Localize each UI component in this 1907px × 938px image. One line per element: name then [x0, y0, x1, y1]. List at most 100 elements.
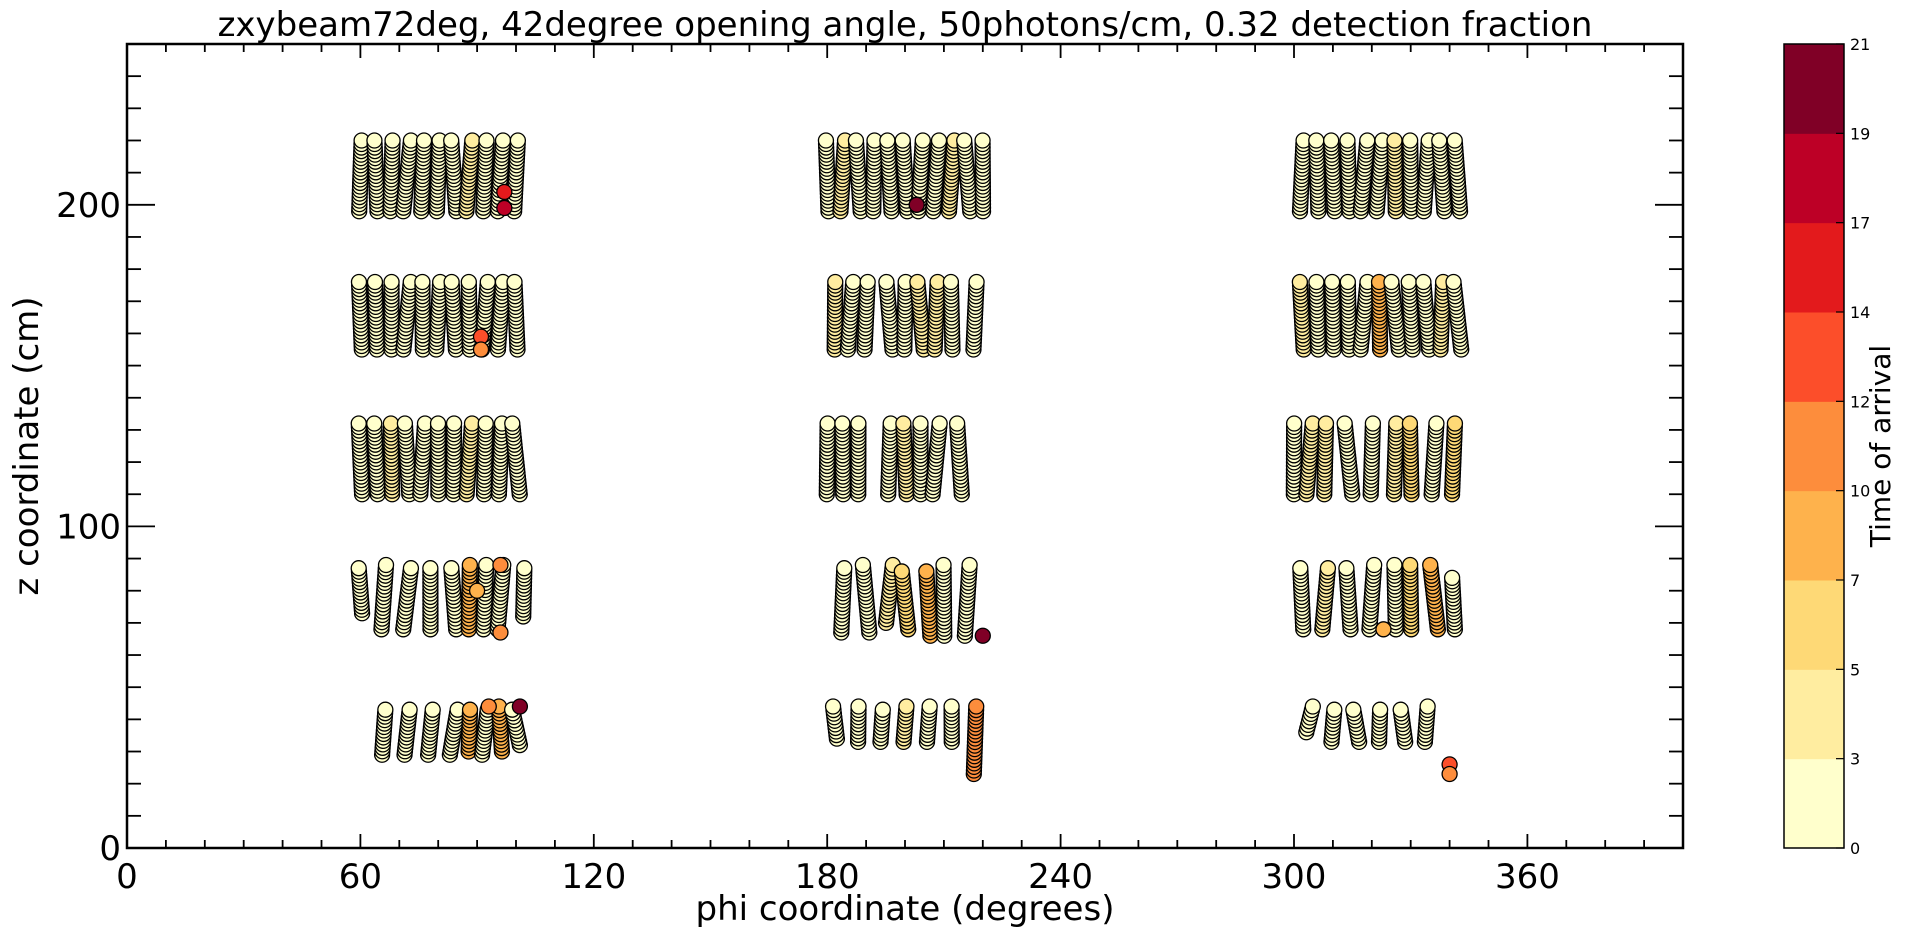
colorbar-segment [1784, 312, 1844, 402]
data-point [893, 563, 910, 580]
data-point [1323, 273, 1341, 291]
data-point [1308, 273, 1325, 291]
data-point [931, 415, 948, 432]
data-point-highlight [1375, 621, 1392, 638]
data-point [1402, 556, 1419, 574]
data-point [895, 415, 912, 432]
colorbar-tick-label: 19 [1850, 124, 1870, 143]
data-point [445, 415, 463, 432]
data-point [874, 701, 891, 718]
data-point [909, 273, 926, 291]
data-point [1359, 132, 1376, 149]
data-point [935, 556, 952, 574]
colorbar-segment [1784, 669, 1844, 760]
data-point [478, 132, 495, 149]
data-point-highlight [496, 183, 513, 201]
data-point [396, 415, 414, 432]
data-point [918, 563, 935, 580]
data-point [504, 415, 521, 432]
data-point-highlight [480, 698, 497, 715]
data-point [1323, 132, 1340, 149]
colorbar-tick-label: 10 [1850, 482, 1870, 501]
data-point-highlight [468, 582, 486, 599]
data-point [382, 415, 400, 432]
colorbar-frame [1783, 43, 1845, 849]
data-point [974, 132, 991, 149]
data-point [834, 415, 851, 432]
data-point [461, 556, 479, 574]
x-tick-label: 120 [561, 857, 626, 897]
data-point [859, 273, 876, 291]
data-point [1386, 132, 1403, 149]
data-point [817, 132, 835, 149]
data-point [1401, 415, 1419, 432]
data-point [1326, 701, 1343, 718]
colorbar-label: Time of arrival [1864, 345, 1897, 548]
data-point-highlight [496, 199, 513, 217]
colorbar-tick-label: 17 [1850, 214, 1870, 233]
data-point [1364, 415, 1382, 432]
data-point [850, 415, 867, 432]
data-point [1392, 701, 1409, 718]
data-point [1443, 569, 1461, 587]
colorbar-segment [1784, 44, 1844, 134]
y-tick-label: 100 [56, 507, 121, 547]
data-point [350, 560, 367, 577]
data-point [878, 273, 895, 291]
data-point [819, 415, 836, 432]
data-point [1419, 698, 1436, 715]
data-point [1366, 556, 1383, 574]
colorbar-tick-label: 5 [1850, 660, 1860, 679]
colorbar-tick-label: 7 [1850, 571, 1860, 590]
colorbar-segment [1784, 133, 1844, 224]
data-point [1401, 132, 1419, 149]
chart-title: zxybeam72deg, 42degree opening angle, 50… [218, 5, 1593, 45]
data-point [930, 132, 948, 149]
data-point [366, 415, 383, 432]
data-point [836, 560, 853, 577]
colorbar-segment [1784, 222, 1844, 313]
x-tick-label: 360 [1495, 857, 1560, 897]
data-point [422, 560, 439, 577]
data-point [1292, 560, 1309, 577]
data-point [477, 415, 494, 432]
data-point [1446, 415, 1464, 432]
data-point-highlight [492, 624, 509, 641]
data-point [1431, 132, 1448, 149]
x-tick-label: 300 [1262, 857, 1327, 897]
data-point [377, 701, 394, 718]
data-point [461, 701, 479, 718]
ticks-layer [126, 43, 1684, 849]
x-tick-label: 0 [116, 857, 138, 897]
data-point-highlight [511, 698, 529, 715]
data-point [429, 415, 447, 432]
data-point [460, 273, 477, 291]
data-point [948, 415, 966, 432]
data-point [424, 701, 441, 718]
data-point [845, 273, 862, 291]
colorbar-tick-label: 12 [1850, 392, 1870, 411]
data-point [850, 698, 867, 715]
x-tick-label: 60 [339, 857, 382, 897]
data-point [1338, 560, 1355, 577]
data-point [415, 132, 433, 149]
data-point [943, 698, 960, 715]
data-point [1339, 132, 1356, 149]
data-point [879, 132, 896, 149]
colorbar-tick-label: 21 [1850, 35, 1870, 54]
data-point [443, 132, 460, 149]
data-point [1388, 415, 1405, 432]
y-axis-label: z coordinate (cm) [7, 296, 47, 595]
data-point [854, 556, 872, 574]
data-point [478, 556, 495, 574]
data-point [506, 273, 523, 291]
data-point [1371, 701, 1389, 718]
data-point [1383, 273, 1400, 291]
data-point [1339, 273, 1356, 291]
colorbar-tick-label: 14 [1850, 303, 1870, 322]
data-point [1336, 415, 1353, 432]
y-tick-label: 0 [99, 829, 121, 869]
data-point [366, 132, 383, 149]
